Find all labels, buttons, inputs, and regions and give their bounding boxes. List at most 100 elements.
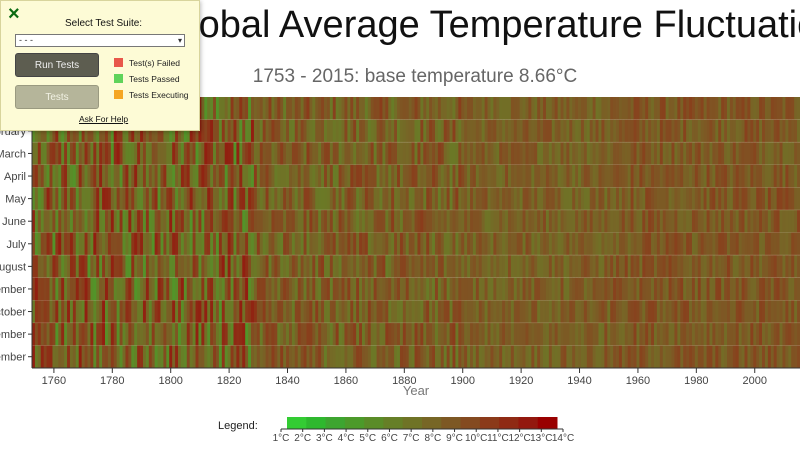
heatmap-cell bbox=[557, 345, 561, 369]
heatmap-cell bbox=[239, 232, 243, 256]
heatmap-cell bbox=[107, 277, 112, 301]
heatmap-cell bbox=[729, 300, 734, 324]
heatmap-cell bbox=[668, 255, 672, 278]
heatmap-cell bbox=[265, 142, 269, 165]
heatmap-cell bbox=[49, 322, 53, 346]
heatmap-cell bbox=[545, 187, 550, 211]
heatmap-cell bbox=[213, 142, 217, 165]
heatmap-cell bbox=[478, 322, 483, 346]
heatmap-cell bbox=[376, 142, 380, 165]
heatmap-cell bbox=[271, 187, 275, 211]
heatmap-cell bbox=[151, 345, 156, 369]
suite-select[interactable]: - - - ▾ bbox=[15, 34, 185, 47]
heatmap-cell bbox=[572, 187, 576, 211]
heatmap-cell bbox=[160, 164, 164, 188]
heatmap-cell bbox=[69, 232, 74, 256]
heatmap-cell bbox=[356, 164, 360, 188]
heatmap-cell bbox=[505, 345, 509, 369]
heatmap-cell bbox=[376, 277, 380, 301]
heatmap-cell bbox=[715, 119, 719, 143]
heatmap-cell bbox=[303, 322, 307, 346]
heatmap-cell bbox=[32, 255, 36, 278]
heatmap-cell bbox=[689, 164, 693, 188]
heatmap-cell bbox=[651, 345, 655, 369]
heatmap-cell bbox=[502, 209, 506, 233]
heatmap-cell bbox=[315, 209, 319, 233]
heatmap-cell bbox=[382, 345, 386, 369]
heatmap-cell bbox=[99, 345, 103, 369]
heatmap-cell bbox=[691, 187, 696, 211]
heatmap-cell bbox=[87, 164, 91, 188]
heatmap-cell bbox=[160, 142, 164, 165]
heatmap-cell bbox=[727, 142, 731, 165]
heatmap-cell bbox=[458, 119, 462, 143]
heatmap-cell bbox=[256, 322, 261, 346]
heatmap-cell bbox=[268, 97, 272, 120]
heatmap-cell bbox=[172, 187, 176, 211]
heatmap-cell bbox=[405, 187, 410, 211]
heatmap-cell bbox=[797, 142, 800, 165]
heatmap-cell bbox=[496, 119, 500, 143]
heatmap-cell bbox=[105, 345, 109, 369]
heatmap-cell bbox=[399, 97, 404, 120]
heatmap-cell bbox=[402, 97, 407, 120]
heatmap-cell bbox=[744, 300, 748, 324]
heatmap-cell bbox=[178, 232, 182, 256]
heatmap-cell bbox=[364, 97, 369, 120]
heatmap-cell bbox=[93, 345, 97, 369]
heatmap-cell bbox=[706, 232, 710, 256]
heatmap-cell bbox=[756, 142, 760, 165]
heatmap-cell bbox=[586, 322, 591, 346]
heatmap-cell bbox=[227, 232, 231, 256]
heatmap-cell bbox=[391, 300, 395, 324]
heatmap-cell bbox=[61, 322, 65, 346]
heatmap-cell bbox=[601, 187, 605, 211]
heatmap-cell bbox=[677, 300, 681, 324]
heatmap-cell bbox=[189, 300, 194, 324]
heatmap-cell bbox=[125, 232, 129, 256]
tests-button[interactable]: Tests bbox=[15, 85, 99, 109]
heatmap-cell bbox=[84, 164, 88, 188]
heatmap-cell bbox=[259, 164, 264, 188]
heatmap-cell bbox=[356, 255, 360, 278]
heatmap-cell bbox=[662, 119, 667, 143]
heatmap-cell bbox=[178, 277, 182, 301]
heatmap-cell bbox=[408, 187, 413, 211]
heatmap-cell bbox=[423, 322, 427, 346]
heatmap-cell bbox=[93, 277, 97, 301]
heatmap-cell bbox=[154, 164, 158, 188]
heatmap-cell bbox=[227, 300, 231, 324]
heatmap-cell bbox=[598, 187, 602, 211]
heatmap-cell bbox=[540, 119, 544, 143]
heatmap-cell bbox=[116, 322, 120, 346]
heatmap-cell bbox=[712, 322, 716, 346]
heatmap-cell bbox=[420, 209, 424, 233]
heatmap-cell bbox=[461, 255, 465, 278]
heatmap-cell bbox=[630, 97, 634, 120]
heatmap-cell bbox=[332, 164, 337, 188]
heatmap-cell bbox=[683, 119, 687, 143]
heatmap-cell bbox=[338, 97, 342, 120]
heatmap-cell bbox=[245, 232, 249, 256]
heatmap-cell bbox=[630, 345, 634, 369]
heatmap-cell bbox=[446, 255, 450, 278]
heatmap-cell bbox=[335, 322, 340, 346]
legend-swatch bbox=[402, 417, 423, 429]
heatmap-cell bbox=[110, 142, 115, 165]
heatmap-cell bbox=[791, 255, 795, 278]
heatmap-cell bbox=[265, 97, 269, 120]
heatmap-cell bbox=[452, 232, 456, 256]
close-icon[interactable]: × bbox=[8, 3, 20, 25]
heatmap-cell bbox=[221, 187, 226, 211]
heatmap-cell bbox=[78, 345, 83, 369]
heatmap-cell bbox=[788, 322, 792, 346]
heatmap-cell bbox=[420, 232, 424, 256]
run-tests-button[interactable]: Run Tests bbox=[15, 53, 99, 77]
heatmap-cell bbox=[642, 164, 646, 188]
heatmap-cell bbox=[578, 322, 582, 346]
heatmap-cell bbox=[297, 300, 302, 324]
heatmap-cell bbox=[481, 187, 486, 211]
heatmap-cell bbox=[385, 187, 389, 211]
heatmap-cell bbox=[537, 187, 541, 211]
ask-for-help-link[interactable]: Ask For Help bbox=[79, 114, 129, 124]
